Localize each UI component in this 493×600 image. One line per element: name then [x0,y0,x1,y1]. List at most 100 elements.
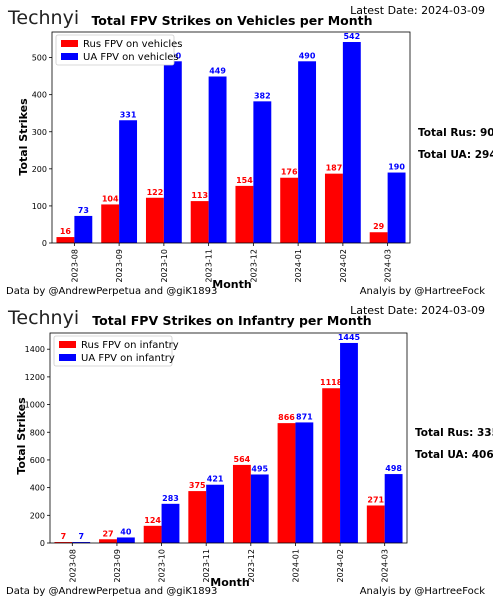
x-tick-label: 2023-11 [205,249,214,282]
legend-label-rus: Rus FPV on vehicles [83,39,183,50]
data-label: 40 [120,527,132,536]
latest-date: Latest Date: 2024-03-09 [350,304,485,317]
data-label: 1445 [338,333,361,342]
data-label: 113 [191,191,208,200]
vehicles-chart-panel: Technyi Latest Date: 2024-03-09 Total FP… [6,4,493,297]
data-label: 124 [144,516,161,525]
legend-label-rus: Rus FPV on infantry [81,340,179,351]
vehicles-chart: Technyi Latest Date: 2024-03-09 Total FP… [6,4,493,297]
x-tick-label: 2024-03 [384,249,393,282]
x-tick-label: 2024-02 [339,249,348,282]
data-label: 16 [60,227,72,236]
bar-ua-2024-02 [342,42,361,244]
chart-title: Total FPV Strikes on Vehicles per Month [91,13,372,28]
bar-rus-2024-01 [277,423,296,543]
bar-rus-2024-02 [322,388,341,543]
total-ua: Total UA: 2947 [418,149,493,161]
y-tick-label: 200 [30,511,45,520]
y-axis-label: Total Strikes [17,98,30,176]
x-tick-label: 2023-12 [249,249,258,282]
data-label: 331 [120,110,137,119]
data-label: 490 [299,51,316,60]
x-tick-label: 2024-03 [381,549,390,582]
data-label: 7 [78,532,84,541]
legend-swatch-ua [59,354,76,361]
data-label: 382 [254,91,271,100]
bar-ua-2023-12 [250,474,269,543]
x-tick-label: 2023-11 [202,549,211,582]
bar-ua-2023-12 [253,101,272,243]
y-tick-label: 500 [32,54,47,63]
data-label: 498 [385,464,402,473]
bar-ua-2023-10 [161,503,180,543]
footer-credit: Data by @AndrewPerpetua and @giK1893 [6,286,217,297]
data-label: 7 [61,532,67,541]
bar-rus-2023-12 [235,185,254,243]
y-tick-label: 0 [40,539,45,548]
bar-rus-2023-09 [99,539,117,543]
data-label: 154 [236,176,253,185]
brand-logo: Technyi [7,307,79,329]
footer-analysis: Analyis by @HartreeFock [360,286,486,297]
bar-ua-2023-09 [119,120,138,243]
data-label: 542 [343,32,360,41]
total-ua: Total UA: 4060 [415,449,493,461]
x-axis-label: Month [210,576,249,589]
bar-ua-2023-08 [74,215,93,243]
bar-rus-2023-08 [54,542,73,543]
data-label: 449 [209,66,226,75]
x-tick-label: 2024-01 [291,549,300,582]
legend: Rus FPV on infantry UA FPV on infantry [53,335,179,367]
data-label: 73 [78,206,89,215]
latest-date: Latest Date: 2024-03-09 [350,4,485,17]
y-tick-label: 400 [30,484,45,493]
x-tick-label: 2024-01 [294,249,303,282]
bar-rus-2023-11 [190,201,209,243]
bar-ua-2024-01 [295,422,314,543]
x-tick-label: 2023-12 [247,549,256,582]
y-tick-label: 600 [30,456,45,465]
brand-logo: Technyi [7,7,79,29]
y-axis-label: Total Strikes [15,397,28,475]
x-tick-label: 2023-08 [70,249,79,282]
legend-swatch-rus [59,341,76,348]
plot-frame [49,332,408,544]
x-axis-label: Month [212,278,251,291]
footer-credit: Data by @AndrewPerpetua and @giK1893 [6,586,217,597]
bar-rus-2023-10 [143,525,162,543]
legend-label-ua: UA FPV on vehicles [83,52,179,63]
bar-rus-2023-11 [188,491,207,543]
y-tick-label: 400 [32,91,47,100]
legend-box [55,34,175,66]
data-label: 176 [281,168,298,177]
y-tick-label: 1400 [25,345,45,354]
bar-rus-2023-08 [56,237,75,243]
bar-ua-2023-11 [206,484,225,543]
y-tick-label: 1200 [25,373,45,382]
bar-ua-2024-03 [384,474,403,543]
x-tick-label: 2023-10 [158,549,167,582]
total-rus: Total Rus: 3352 [415,427,493,439]
data-label: 29 [373,222,385,231]
bar-rus-2023-12 [232,464,251,543]
data-label: 375 [189,481,206,490]
data-label: 190 [388,163,405,172]
data-label: 1118 [320,378,343,387]
data-label: 564 [234,455,251,464]
data-label: 271 [367,495,384,504]
plot-frame [51,31,411,244]
bar-ua-2023-08 [72,542,91,543]
infantry-chart: Technyi Latest Date: 2024-03-09 Total FP… [6,304,493,597]
y-tick-label: 1000 [25,401,45,410]
data-label: 104 [102,194,119,203]
bar-rus-2024-03 [366,505,385,543]
x-tick-label: 2023-10 [160,249,169,282]
bar-ua-2023-11 [208,76,227,244]
bar-rus-2024-01 [280,177,299,243]
bar-rus-2024-03 [369,232,388,243]
data-label: 421 [207,475,224,484]
data-label: 866 [278,413,295,422]
x-tick-label: 2023-09 [113,549,122,582]
y-tick-label: 0 [42,239,47,248]
bar-ua-2024-01 [298,61,317,243]
